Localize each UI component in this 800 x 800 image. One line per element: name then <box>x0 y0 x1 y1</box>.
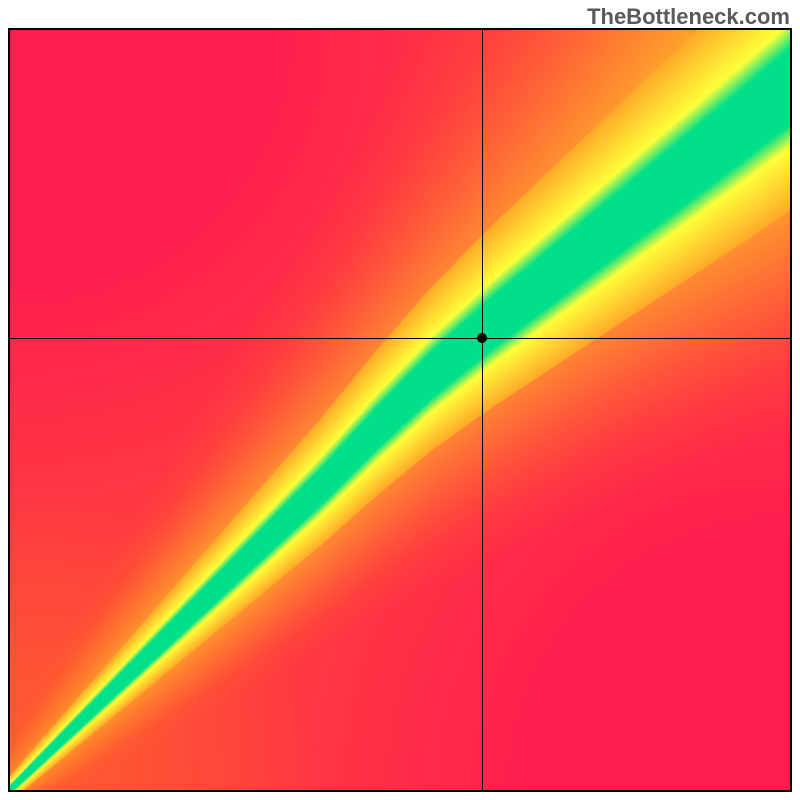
bottleneck-heatmap[interactable] <box>8 28 792 792</box>
crosshair-marker[interactable] <box>477 333 487 343</box>
crosshair-vertical <box>482 30 483 790</box>
heatmap-canvas <box>10 30 790 790</box>
crosshair-horizontal <box>10 338 790 339</box>
watermark-text: TheBottleneck.com <box>587 4 790 30</box>
